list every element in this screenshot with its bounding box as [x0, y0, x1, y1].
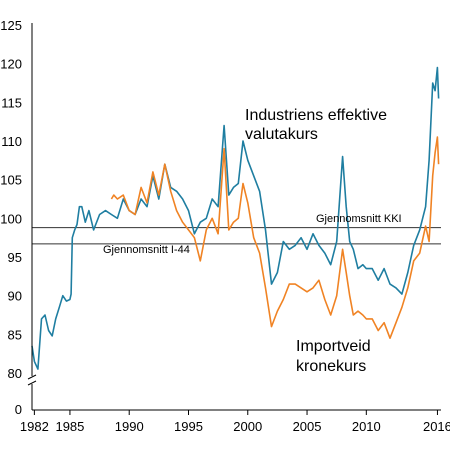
x-tick-label-2005: 2005 [293, 419, 322, 434]
annotation-import-line2: kronekurs [296, 358, 366, 375]
ref-label-i44: Gjennomsnitt I-44 [103, 244, 190, 256]
y-tick-label-120: 120 [0, 57, 22, 72]
x-tick-label-1982: 1982 [20, 419, 49, 434]
y-tick-label-95: 95 [8, 250, 22, 265]
x-tick-label-2010: 2010 [352, 419, 381, 434]
y-tick-label-85: 85 [8, 327, 22, 342]
annotation-import-line1: Importveid [296, 338, 371, 355]
x-tick-label-2016: 2016 [423, 419, 450, 434]
y-tick-label-80: 80 [8, 366, 22, 381]
series-layer [31, 66, 440, 370]
y-tick-label-90: 90 [8, 289, 22, 304]
x-tick-label-2000: 2000 [233, 419, 262, 434]
x-tick-label-1995: 1995 [174, 419, 203, 434]
annotation-industri-line1: Industriens effektive [245, 107, 387, 124]
y-tick-label-zero: 0 [15, 402, 22, 417]
y-tick-label-105: 105 [0, 173, 22, 188]
y-tick-label-125: 125 [0, 18, 22, 33]
series-line-industri [31, 66, 440, 370]
annotation-industri-line2: valutakurs [245, 126, 318, 143]
x-tick-label-1985: 1985 [55, 419, 84, 434]
reference-lines [32, 227, 441, 245]
y-tick-label-115: 115 [1, 95, 22, 110]
x-tick-label-1990: 1990 [115, 419, 144, 434]
axis-layer: 80 85 90 95 100 105 110 115 120 125 1982 1985 1990 19… [0, 18, 450, 434]
series-line-import [110, 136, 440, 339]
y-tick-label-100: 100 [0, 211, 22, 226]
axis-break-mark-1 [27, 374, 37, 380]
ref-label-kki: Gjennomsnitt KKI [316, 213, 402, 225]
y-tick-label-110: 110 [1, 134, 22, 149]
axis-break-mark-2 [27, 380, 37, 386]
